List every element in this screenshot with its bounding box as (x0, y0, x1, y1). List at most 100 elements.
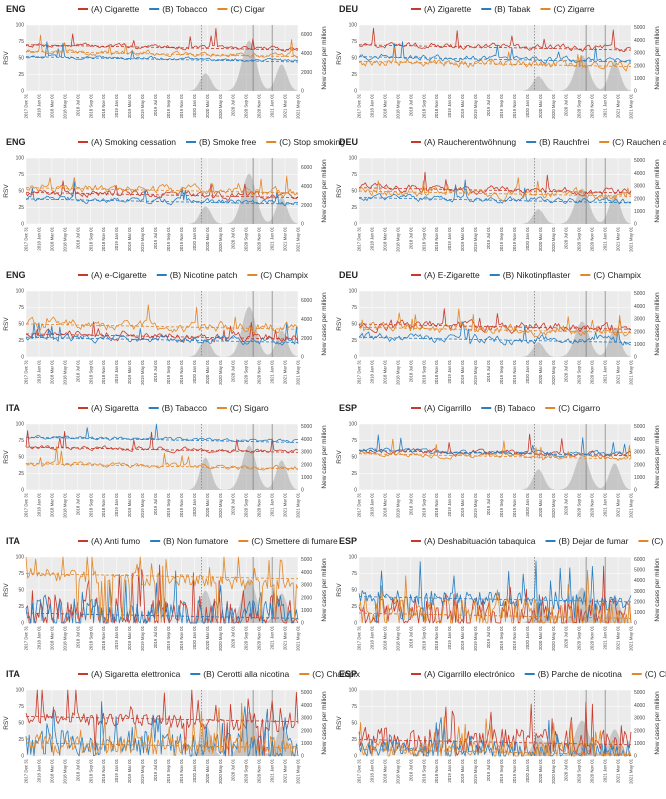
trend-line-a (358, 323, 632, 330)
y-tick-label: 0 (354, 754, 357, 760)
x-tick-label: 2018 Jul 01 (75, 492, 80, 515)
x-tick-label: 2019 Nov 01 (179, 758, 184, 783)
y-tick-label: 25 (18, 338, 24, 344)
legend-label-b: (B) Tabaco (494, 403, 535, 413)
y2-tick-label: 4000 (301, 437, 312, 443)
x-tick-label: 2018 Jul 01 (408, 625, 413, 648)
legend-label-b: (B) Parche de nicotina (538, 669, 622, 679)
new-cases-area (189, 306, 298, 357)
legend-label-b: (B) Smoke free (199, 137, 256, 147)
legend-label-c: (C) Cigar (230, 4, 265, 14)
x-tick-label: 2021 May 01 (629, 758, 634, 783)
legend-label-a: (A) Deshabituación tabaquica (424, 536, 536, 546)
y2-tick-label: 5000 (634, 424, 645, 430)
y-tick-label: 50 (18, 721, 24, 727)
legend-label-a: (A) Cigarrillo electrónico (424, 669, 515, 679)
x-tick-label: 2021 Mar 01 (283, 625, 288, 650)
y-tick-label: 50 (18, 455, 24, 461)
y2-tick-label: 3000 (634, 716, 645, 722)
x-tick-label: 2018 Mar 01 (382, 758, 387, 783)
legend-label-c: (C) Champix (645, 669, 666, 679)
new-cases-area (189, 173, 298, 224)
x-tick-label: 2018 Sep 01 (88, 492, 93, 517)
x-tick-label: 2021 Mar 01 (283, 359, 288, 384)
y2-axis-title: New cases per million (654, 691, 661, 755)
x-tick-label: 2020 Mar 01 (205, 758, 210, 783)
y2-tick-label: 0 (301, 89, 304, 95)
legend-label-b: (B) Nicotine patch (170, 270, 238, 280)
x-tick-label: 2018 May 01 (62, 758, 67, 783)
x-tick-label: 2018 Mar 01 (49, 492, 54, 517)
legend-label-c: (C) Champix (260, 270, 308, 280)
x-tick-label: 2018 Mar 01 (382, 226, 387, 251)
x-tick-label: 2018 May 01 (62, 492, 67, 517)
y2-tick-label: 0 (634, 621, 637, 627)
legend-label-a: (A) Smoking cessation (91, 137, 176, 147)
y-tick-label: 100 (16, 289, 25, 295)
x-tick-label: 2018 May 01 (395, 625, 400, 650)
x-tick-label: 2017 Dec 31 (357, 359, 362, 384)
y2-axis-title: New cases per million (654, 26, 661, 90)
x-tick-label: 2020 May 01 (551, 93, 556, 118)
country-label: ITA (6, 536, 20, 546)
country-label: ESP (339, 669, 357, 679)
y-tick-label: 100 (16, 23, 25, 29)
y-tick-label: 25 (351, 737, 357, 743)
x-tick-label: 2019 Jan 01 (447, 758, 452, 782)
y2-tick-label: 2000 (634, 599, 645, 605)
series-line-b (25, 423, 299, 443)
y2-tick-label: 6000 (634, 557, 645, 563)
x-tick-label: 2020 Jan 01 (525, 492, 530, 516)
series-line-a (25, 430, 299, 454)
y2-tick-label: 5000 (634, 291, 645, 297)
x-tick-label: 2021 Jan 01 (603, 359, 608, 383)
x-tick-label: 2018 Nov 01 (434, 226, 439, 251)
y-tick-label: 100 (349, 688, 358, 694)
x-tick-label: 2019 Mar 01 (460, 492, 465, 517)
y2-tick-label: 1000 (301, 475, 312, 481)
country-label: ENG (6, 270, 26, 280)
y2-tick-label: 1000 (634, 209, 645, 215)
x-tick-label: 2020 Sep 01 (577, 492, 582, 517)
y2-axis-title: New cases per million (321, 691, 328, 755)
y-axis-title: RSV (3, 450, 10, 464)
x-tick-label: 2020 Jan 01 (192, 758, 197, 782)
x-tick-label: 2021 Jan 01 (603, 492, 608, 516)
x-tick-label: 2018 Jul 01 (75, 758, 80, 781)
x-tick-label: 2018 Nov 01 (434, 625, 439, 650)
x-tick-label: 2021 May 01 (296, 359, 301, 384)
x-tick-label: 2019 Nov 01 (512, 359, 517, 384)
x-tick-label: 2018 Mar 01 (49, 758, 54, 783)
x-tick-label: 2019 Jul 01 (153, 625, 158, 648)
y-axis-title: RSV (336, 51, 343, 65)
x-tick-label: 2018 May 01 (62, 226, 67, 251)
x-tick-label: 2018 Jul 01 (408, 492, 413, 515)
x-tick-label: 2020 Mar 01 (538, 492, 543, 517)
country-label: ESP (339, 403, 357, 413)
new-cases-area (522, 55, 631, 91)
x-tick-label: 2017 Dec 31 (24, 758, 29, 783)
x-tick-label: 2019 May 01 (473, 492, 478, 517)
x-tick-label: 2019 Mar 01 (127, 226, 132, 251)
x-tick-label: 2020 May 01 (551, 758, 556, 783)
x-tick-label: 2019 Jan 01 (114, 625, 119, 649)
x-tick-label: 2019 Mar 01 (460, 226, 465, 251)
series-line-a (358, 565, 632, 624)
x-tick-label: 2020 Nov 01 (590, 758, 595, 783)
y2-tick-label: 0 (634, 488, 637, 494)
x-tick-label: 2018 Nov 01 (101, 226, 106, 251)
new-cases-area (189, 711, 298, 756)
x-tick-label: 2017 Dec 31 (357, 93, 362, 118)
country-label: ITA (6, 403, 20, 413)
x-tick-label: 2018 Mar 01 (49, 226, 54, 251)
x-tick-label: 2019 May 01 (140, 625, 145, 650)
series-line-b (358, 717, 632, 757)
trend-line-b (358, 336, 632, 343)
x-tick-label: 2018 Sep 01 (421, 492, 426, 517)
x-tick-label: 2020 Jul 01 (231, 625, 236, 648)
x-tick-label: 2018 Jul 01 (408, 226, 413, 249)
x-tick-label: 2020 Sep 01 (577, 226, 582, 251)
y2-axis-title: New cases per million (321, 425, 328, 489)
x-tick-label: 2020 Mar 01 (538, 758, 543, 783)
legend-label-a: (A) E-Zigarette (424, 270, 480, 280)
